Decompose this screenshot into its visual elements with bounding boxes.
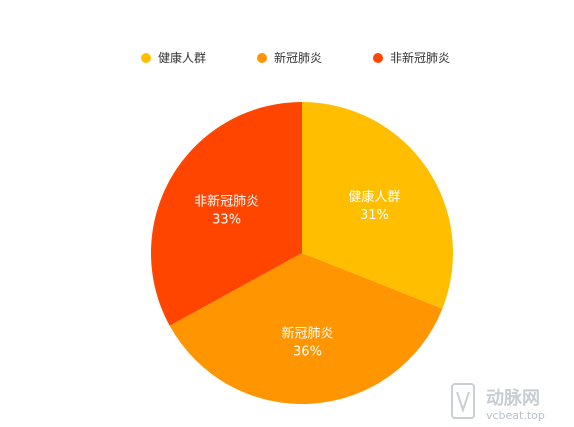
legend-swatch xyxy=(141,53,151,63)
pie-slices xyxy=(150,102,453,404)
legend-item: 新冠肺炎 xyxy=(257,50,322,65)
slice-labels: 健康人群 31% 新冠肺炎 36% 非新冠肺炎 33% xyxy=(194,189,400,360)
legend: 健康人群 新冠肺炎 非新冠肺炎 xyxy=(141,50,450,65)
legend-label: 健康人群 xyxy=(158,50,206,65)
slice-percent-label: 36% xyxy=(293,344,322,359)
pie-slice xyxy=(302,102,453,309)
slice-percent-label: 33% xyxy=(212,212,241,227)
watermark: 动脉网 vcbeat.top xyxy=(451,383,545,422)
legend-item: 健康人群 xyxy=(141,50,206,65)
vcbeat-logo-icon xyxy=(451,383,475,419)
legend-label: 新冠肺炎 xyxy=(274,50,322,65)
slice-category-label: 非新冠肺炎 xyxy=(194,193,259,209)
legend-label: 非新冠肺炎 xyxy=(390,50,450,65)
slice-category-label: 新冠肺炎 xyxy=(281,325,333,341)
legend-swatch xyxy=(257,53,267,63)
legend-swatch xyxy=(373,53,383,63)
legend-item: 非新冠肺炎 xyxy=(373,50,450,65)
watermark-url: vcbeat.top xyxy=(486,409,545,422)
pie-slice xyxy=(169,253,443,404)
slice-percent-label: 31% xyxy=(360,208,389,223)
watermark-brand: 动脉网 xyxy=(486,387,540,409)
pie-slice xyxy=(150,102,302,326)
slice-category-label: 健康人群 xyxy=(348,189,400,205)
